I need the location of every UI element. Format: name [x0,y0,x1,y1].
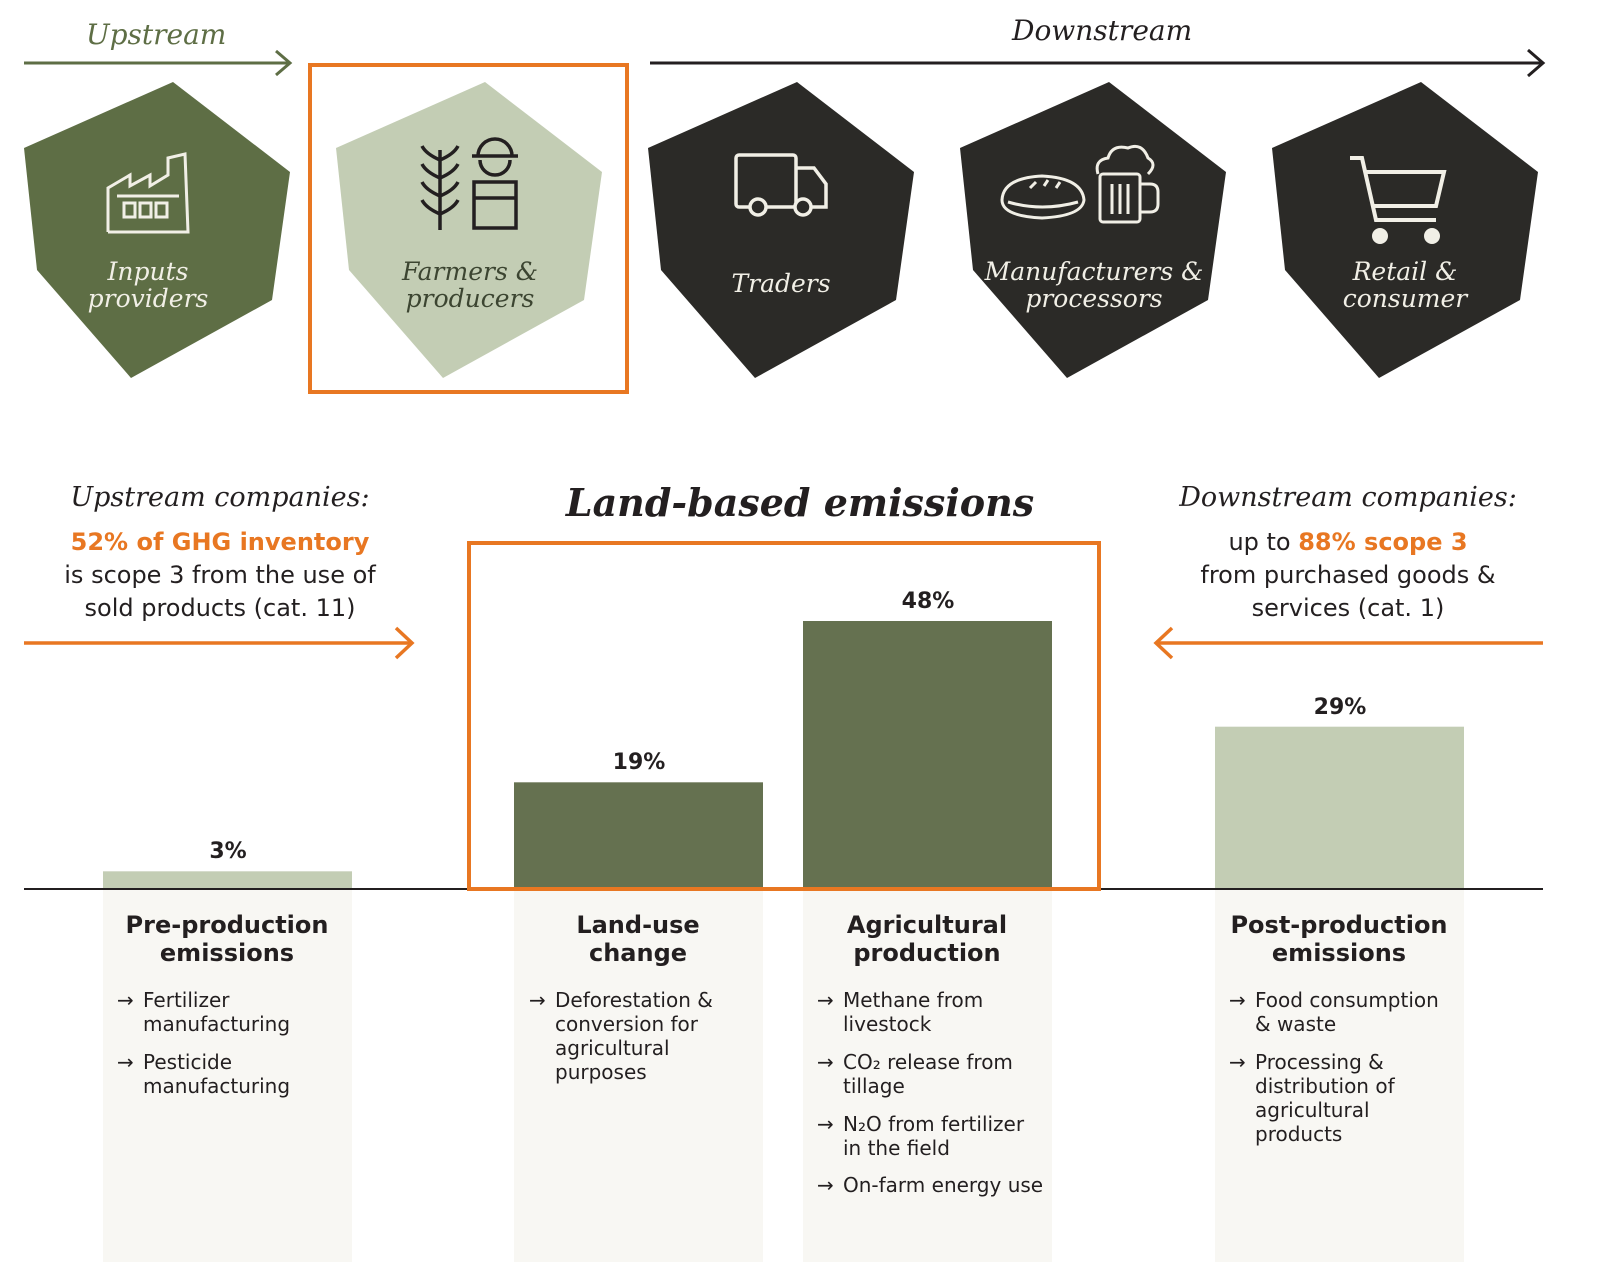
downstream-note-title: Downstream companies: [1179,482,1517,513]
column-title-pre-production: Pre-production emissions [99,911,355,967]
column-title-line: Agricultural [846,911,1008,939]
upstream-label: Upstream [86,18,227,51]
truck-icon [734,153,828,217]
bullet-item: Food consumption & waste [1229,988,1485,1036]
bullet-line: tillage [843,1074,905,1098]
stage-label-manufacturers: Manufacturers & processors [964,258,1224,312]
bullet-item: Methane from livestock [817,988,1073,1036]
bullet-line: manufacturing [143,1074,291,1098]
upstream-note-highlight: 52% of GHG inventory [70,528,370,556]
stage-label-line: Manufacturers & [984,257,1204,286]
column-title-line: change [588,939,688,967]
bar-value-label: 3% [209,839,247,865]
bullet-item: CO₂ release from tillage [817,1050,1073,1098]
land-based-highlight-box [467,541,1101,891]
shopping-cart-icon [1350,156,1447,244]
bullet-item: N₂O from fertilizer in the field [817,1112,1073,1160]
column-title-line: Land-use [576,911,700,939]
bullet-line: Processing & [1255,1050,1384,1074]
bullet-line: manufacturing [143,1012,291,1036]
bullet-line: On-farm energy use [843,1173,1044,1197]
downstream-orange-arrow [1153,626,1543,660]
stage-hexagon-inputs [24,82,290,378]
bullet-line: in the field [843,1136,950,1160]
chart-title: Land-based emissions [565,480,1035,525]
upstream-note-line: is scope 3 from the use of [64,561,376,589]
downstream-note-text: up to 88% scope 3 from purchased goods &… [1148,526,1548,625]
bullet-item: Processing & distribution of agricultura… [1229,1050,1485,1146]
bar-4 [1215,726,1464,888]
bullet-item: Fertilizer manufacturing [117,988,373,1036]
stage-label-line: processors [1025,284,1163,313]
bullet-line: & waste [1255,1012,1337,1036]
bullet-line: Pesticide [143,1050,233,1074]
stage-hexagon-farmers [336,82,602,378]
downstream-note-line: up to 88% scope 3 [1148,526,1548,559]
stage-label-line: providers [87,284,209,313]
bar-value-label: 48% [901,589,955,614]
pie-beer-icon [1000,144,1160,224]
stage-label-line: Traders [731,269,831,298]
column-title-line: Post-production [1230,911,1448,939]
bullet-line: Methane from [843,988,984,1012]
bar-3 [803,621,1052,888]
stage-hexagon-traders [648,82,914,378]
bar-value-label: 29% [1313,694,1367,720]
bullet-item: On-farm energy use [817,1173,1073,1197]
bullet-line: products [1255,1122,1343,1146]
bullet-item: Pesticide manufacturing [117,1050,373,1098]
factory-icon [106,152,190,234]
bar-1 [103,871,352,888]
upstream-note-text: 52% of GHG inventory is scope 3 from the… [20,526,420,625]
bar-value-label: 19% [612,750,666,776]
bullet-item: Deforestation & conversion for agricultu… [529,988,785,1084]
column-title-line: emissions [159,939,295,967]
column-title-land-use: Land-use change [510,911,766,967]
stage-label-line: Inputs [107,257,189,286]
value-chain-diagram [24,48,1546,394]
stage-hexagon-manufacturers [960,82,1226,378]
downstream-arrow [650,48,1546,78]
upstream-note-title: Upstream companies: [70,482,370,513]
stage-hexagon-retail [1272,82,1538,378]
bullet-line: Deforestation & [555,988,713,1012]
stage-label-line: producers [405,284,535,313]
stage-label-line: consumer [1342,284,1468,313]
bullet-line: distribution of [1255,1074,1395,1098]
bullet-line: livestock [843,1012,932,1036]
bullet-line: purposes [555,1060,647,1084]
column-title-line: emissions [1271,939,1407,967]
bullet-line: agricultural [1255,1098,1370,1122]
bullet-line: conversion for [555,1012,699,1036]
stage-label-line: Retail & [1352,257,1458,286]
bullet-line: CO₂ release from [843,1050,1013,1074]
downstream-note-line: from purchased goods & [1200,561,1496,589]
downstream-note-highlight: 88% scope 3 [1298,528,1468,556]
downstream-note-line: services (cat. 1) [1251,594,1445,622]
column-title-line: Pre-production [125,911,329,939]
bullet-line: agricultural [555,1036,670,1060]
emissions-bar-chart [24,541,1543,891]
stage-label-line: Farmers & [402,257,538,286]
stage-label-retail: Retail & consumer [1275,258,1535,312]
upstream-arrow [24,49,293,77]
column-title-post-production: Post-production emissions [1211,911,1467,967]
bullet-line: Fertilizer [143,988,230,1012]
upstream-orange-arrow [24,626,415,660]
bar-2 [514,782,763,888]
stage-label-inputs: Inputs providers [18,258,278,312]
bullet-line: N₂O from fertilizer [843,1112,1025,1136]
farmer-wheat-icon [420,137,518,230]
stage-label-farmers: Farmers & producers [340,258,600,312]
downstream-note-prefix: up to [1228,528,1299,556]
bullet-line: Food consumption [1255,988,1439,1012]
stage-label-traders: Traders [651,270,911,297]
column-title-agricultural: Agricultural production [799,911,1055,967]
farmers-highlight-box [308,63,629,394]
upstream-note-line: sold products (cat. 11) [84,594,356,622]
column-title-line: production [853,939,1001,967]
downstream-label: Downstream [1012,14,1193,47]
